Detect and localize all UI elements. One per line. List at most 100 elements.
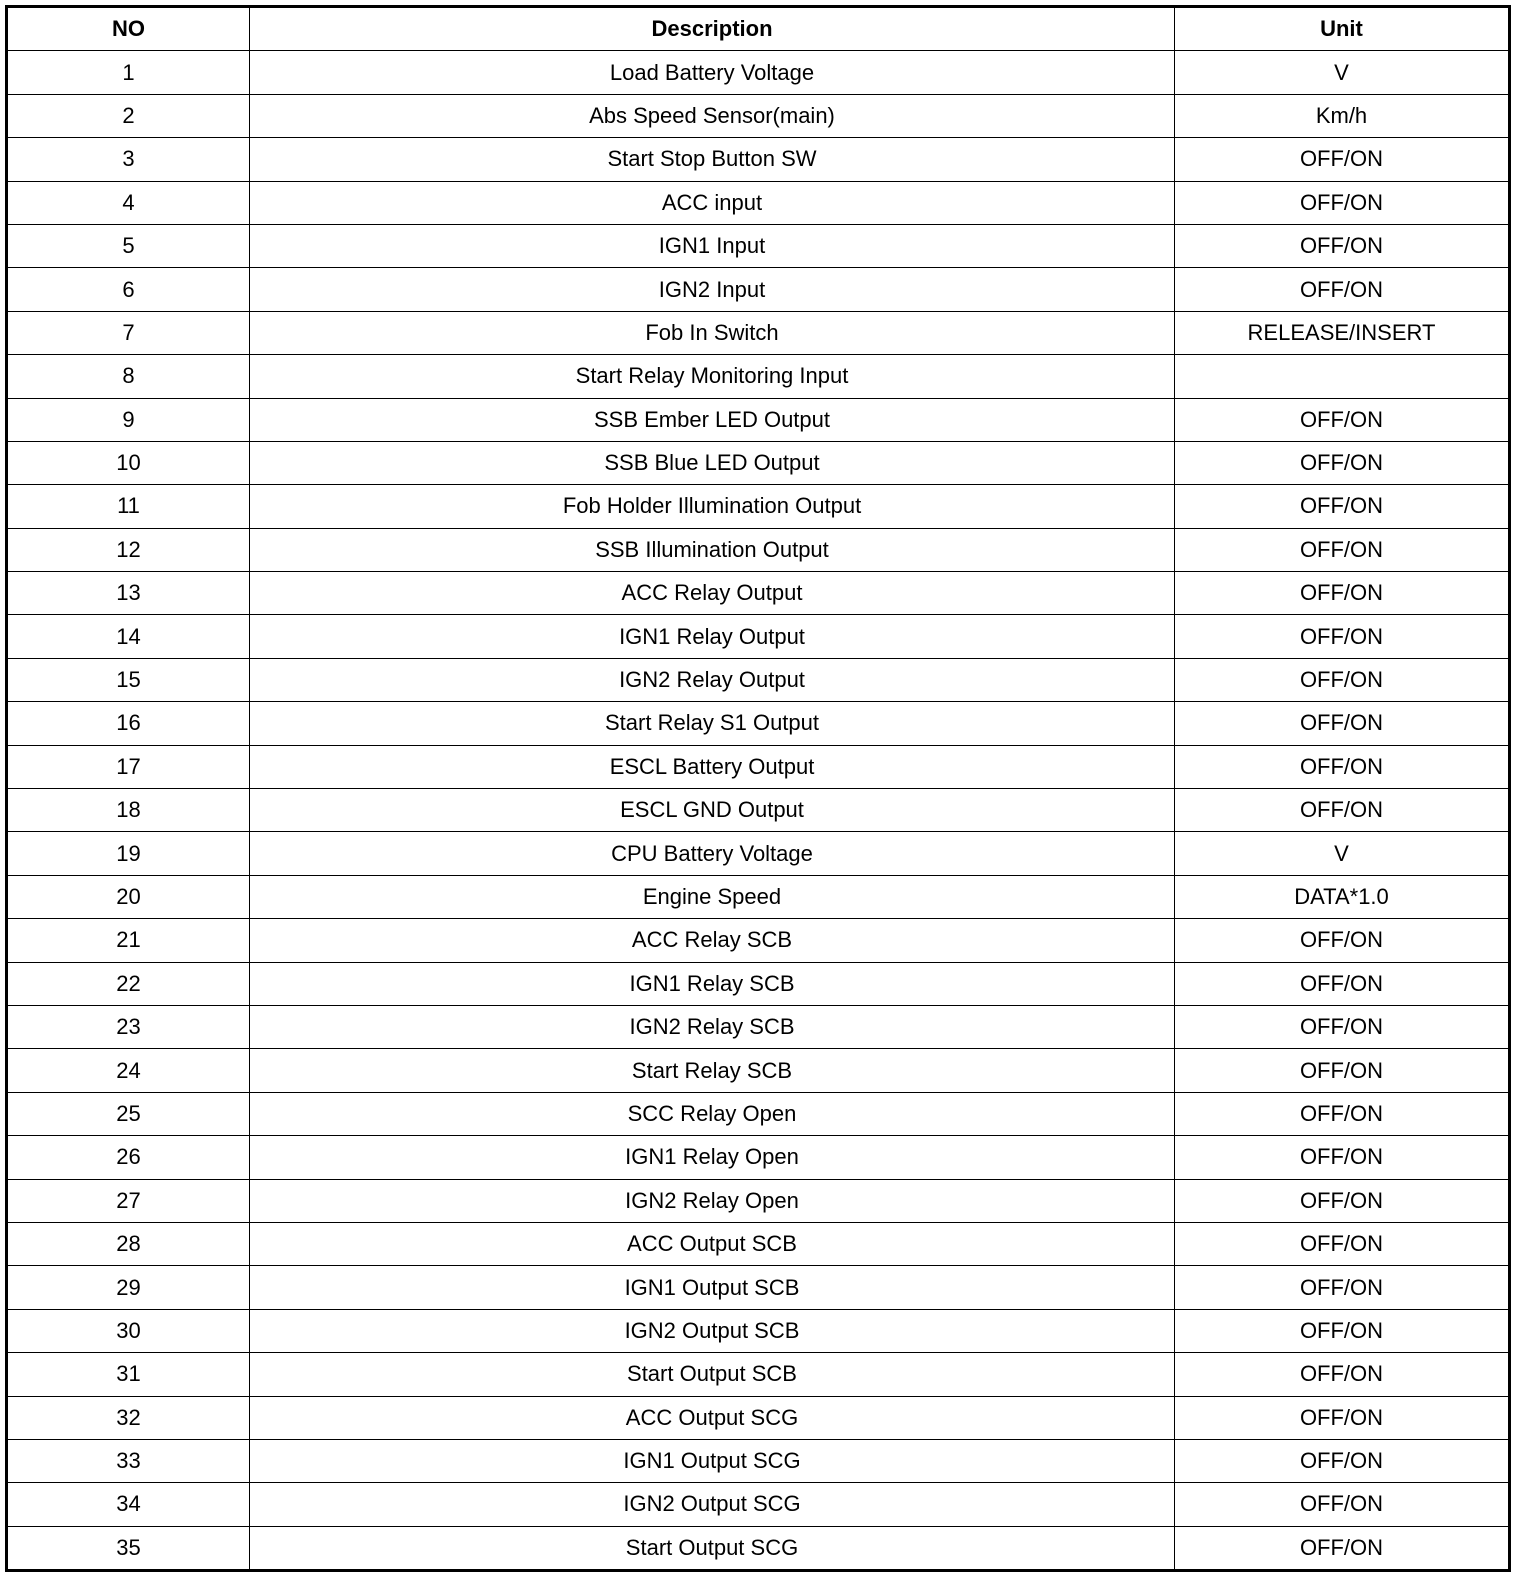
table-row: 15 IGN2 Relay Output OFF/ON: [6, 657, 1510, 703]
cell-no: 24: [6, 1048, 250, 1093]
cell-unit: OFF/ON: [1174, 961, 1510, 1006]
cell-unit: OFF/ON: [1174, 1091, 1510, 1137]
cell-description: SCC Relay Open: [249, 1091, 1175, 1137]
cell-no: 25: [6, 1091, 250, 1137]
cell-unit: DATA*1.0: [1174, 874, 1510, 920]
cell-description: ACC input: [249, 180, 1175, 225]
cell-unit: Km/h: [1174, 93, 1510, 139]
cell-description: Start Output SCB: [249, 1352, 1175, 1397]
cell-unit: RELEASE/INSERT: [1174, 310, 1510, 356]
cell-description: SSB Illumination Output: [249, 527, 1175, 573]
cell-description: IGN1 Input: [249, 223, 1175, 269]
table-row: 30 IGN2 Output SCB OFF/ON: [6, 1308, 1510, 1354]
table-row: 21 ACC Relay SCB OFF/ON: [6, 918, 1510, 963]
header-description: Description: [249, 5, 1175, 52]
table-row: 1 Load Battery Voltage V: [6, 50, 1510, 95]
cell-description: ACC Output SCB: [249, 1221, 1175, 1267]
cell-unit: OFF/ON: [1174, 1308, 1510, 1354]
cell-no: 19: [6, 831, 250, 876]
cell-description: IGN1 Relay Open: [249, 1135, 1175, 1180]
cell-description: IGN2 Output SCG: [249, 1482, 1175, 1527]
cell-unit: [1174, 354, 1510, 399]
cell-unit: OFF/ON: [1174, 484, 1510, 529]
cell-no: 22: [6, 961, 250, 1006]
cell-unit: V: [1174, 50, 1510, 95]
cell-description: Load Battery Voltage: [249, 50, 1175, 95]
header-unit: Unit: [1174, 5, 1510, 52]
cell-unit: OFF/ON: [1174, 571, 1510, 616]
header-row: NO Description Unit: [6, 5, 1510, 52]
header-no: NO: [6, 5, 250, 52]
table-row: 18 ESCL GND Output OFF/ON: [6, 788, 1510, 833]
cell-no: 13: [6, 571, 250, 616]
cell-no: 16: [6, 701, 250, 746]
cell-no: 33: [6, 1438, 250, 1484]
table-row: 5 IGN1 Input OFF/ON: [6, 223, 1510, 269]
cell-no: 8: [6, 354, 250, 399]
cell-unit: OFF/ON: [1174, 1004, 1510, 1050]
table-row: 7 Fob In Switch RELEASE/INSERT: [6, 310, 1510, 356]
cell-description: IGN2 Output SCB: [249, 1308, 1175, 1354]
cell-description: IGN2 Relay Open: [249, 1178, 1175, 1223]
cell-no: 3: [6, 137, 250, 182]
cell-no: 28: [6, 1221, 250, 1267]
cell-no: 26: [6, 1135, 250, 1180]
cell-no: 29: [6, 1265, 250, 1310]
table-row: 9 SSB Ember LED Output OFF/ON: [6, 397, 1510, 442]
cell-unit: OFF/ON: [1174, 223, 1510, 269]
table-row: 3 Start Stop Button SW OFF/ON: [6, 137, 1510, 182]
cell-no: 27: [6, 1178, 250, 1223]
cell-unit: OFF/ON: [1174, 397, 1510, 442]
table-row: 11 Fob Holder Illumination Output OFF/ON: [6, 484, 1510, 529]
cell-unit: OFF/ON: [1174, 1438, 1510, 1484]
table-row: 28 ACC Output SCB OFF/ON: [6, 1221, 1510, 1267]
cell-unit: OFF/ON: [1174, 1265, 1510, 1310]
cell-unit: OFF/ON: [1174, 1352, 1510, 1397]
cell-description: ACC Relay Output: [249, 571, 1175, 616]
cell-description: Engine Speed: [249, 874, 1175, 920]
cell-unit: OFF/ON: [1174, 1135, 1510, 1180]
cell-description: SSB Ember LED Output: [249, 397, 1175, 442]
cell-no: 5: [6, 223, 250, 269]
table-row: 4 ACC input OFF/ON: [6, 180, 1510, 225]
cell-description: Fob Holder Illumination Output: [249, 484, 1175, 529]
cell-unit: OFF/ON: [1174, 614, 1510, 659]
cell-unit: OFF/ON: [1174, 1221, 1510, 1267]
cell-no: 34: [6, 1482, 250, 1527]
cell-description: Start Relay Monitoring Input: [249, 354, 1175, 399]
cell-description: Start Stop Button SW: [249, 137, 1175, 182]
table-row: 29 IGN1 Output SCB OFF/ON: [6, 1265, 1510, 1310]
cell-unit: OFF/ON: [1174, 137, 1510, 182]
cell-no: 17: [6, 744, 250, 790]
cell-description: ACC Output SCG: [249, 1395, 1175, 1440]
cell-no: 9: [6, 397, 250, 442]
table-row: 13 ACC Relay Output OFF/ON: [6, 571, 1510, 616]
table-row: 34 IGN2 Output SCG OFF/ON: [6, 1482, 1510, 1527]
cell-description: Abs Speed Sensor(main): [249, 93, 1175, 139]
cell-description: ACC Relay SCB: [249, 918, 1175, 963]
table-row: 23 IGN2 Relay SCB OFF/ON: [6, 1004, 1510, 1050]
cell-unit: OFF/ON: [1174, 1482, 1510, 1527]
cell-no: 32: [6, 1395, 250, 1440]
cell-unit: OFF/ON: [1174, 1525, 1510, 1572]
cell-unit: OFF/ON: [1174, 1395, 1510, 1440]
cell-description: IGN2 Input: [249, 267, 1175, 312]
cell-no: 2: [6, 93, 250, 139]
cell-description: IGN1 Relay SCB: [249, 961, 1175, 1006]
cell-unit: OFF/ON: [1174, 1178, 1510, 1223]
cell-unit: OFF/ON: [1174, 701, 1510, 746]
table-row: 10 SSB Blue LED Output OFF/ON: [6, 440, 1510, 486]
table-row: 24 Start Relay SCB OFF/ON: [6, 1048, 1510, 1093]
cell-no: 20: [6, 874, 250, 920]
table-row: 17 ESCL Battery Output OFF/ON: [6, 744, 1510, 790]
cell-description: CPU Battery Voltage: [249, 831, 1175, 876]
table-row: 19 CPU Battery Voltage V: [6, 831, 1510, 876]
cell-description: Start Relay S1 Output: [249, 701, 1175, 746]
table-row: 14 IGN1 Relay Output OFF/ON: [6, 614, 1510, 659]
cell-no: 35: [6, 1525, 250, 1572]
cell-no: 18: [6, 788, 250, 833]
table-row: 26 IGN1 Relay Open OFF/ON: [6, 1135, 1510, 1180]
cell-description: IGN1 Output SCG: [249, 1438, 1175, 1484]
cell-no: 12: [6, 527, 250, 573]
cell-unit: OFF/ON: [1174, 267, 1510, 312]
